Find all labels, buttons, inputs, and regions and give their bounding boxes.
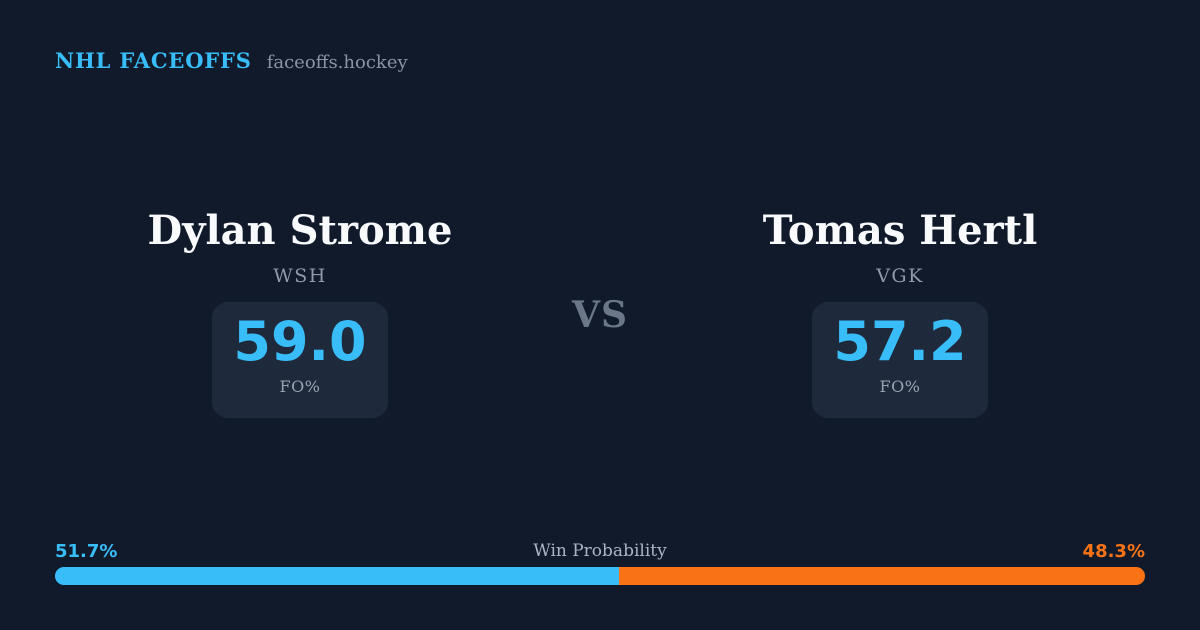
player-team: VGK: [876, 265, 924, 287]
stat-card-left: 59.0 FO%: [212, 302, 388, 418]
brand-title: NHL FACEOFFS: [55, 48, 252, 73]
player-right: Tomas Hertl VGK 57.2 FO%: [710, 206, 1090, 418]
faceoff-pct-value: 59.0: [233, 310, 367, 373]
win-pct-right: 48.3%: [1082, 541, 1145, 562]
header: NHL FACEOFFS faceoffs.hockey: [55, 48, 408, 73]
win-probability-labels: 51.7% Win Probability 48.3%: [55, 541, 1145, 562]
win-bar-left-segment: [55, 567, 619, 585]
player-name: Tomas Hertl: [762, 207, 1038, 254]
player-left: Dylan Strome WSH 59.0 FO%: [110, 206, 490, 418]
faceoff-pct-label: FO%: [279, 377, 321, 396]
site-url: faceoffs.hockey: [266, 52, 408, 73]
stat-card-right: 57.2 FO%: [812, 302, 988, 418]
win-probability-bar: [55, 567, 1145, 585]
faceoff-pct-label: FO%: [879, 377, 921, 396]
player-team: WSH: [273, 265, 327, 287]
win-bar-right-segment: [618, 567, 1145, 585]
player-name: Dylan Strome: [147, 207, 453, 254]
vs-label: VS: [572, 294, 628, 336]
win-probability-title: Win Probability: [533, 541, 667, 561]
win-pct-left: 51.7%: [55, 541, 118, 562]
faceoff-pct-value: 57.2: [833, 310, 967, 373]
